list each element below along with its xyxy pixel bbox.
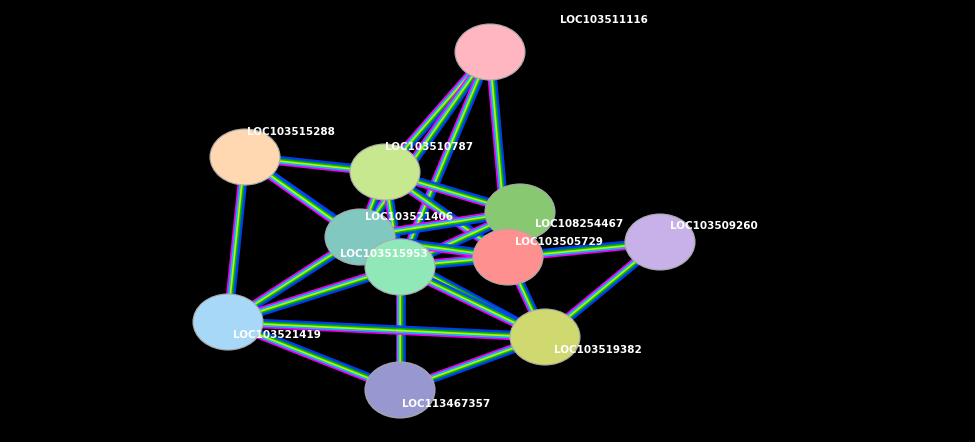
Ellipse shape [365,362,435,418]
Text: LOC103505729: LOC103505729 [515,237,603,247]
Ellipse shape [455,24,525,80]
Ellipse shape [350,144,420,200]
Ellipse shape [210,129,280,185]
Ellipse shape [193,294,263,350]
Text: LOC103515953: LOC103515953 [340,249,428,259]
Ellipse shape [473,229,543,285]
Text: LOC103515288: LOC103515288 [247,127,334,137]
Text: LOC103521406: LOC103521406 [365,212,453,222]
Ellipse shape [485,184,555,240]
Text: LOC103509260: LOC103509260 [670,221,758,231]
Ellipse shape [510,309,580,365]
Ellipse shape [325,209,395,265]
Ellipse shape [365,239,435,295]
Ellipse shape [625,214,695,270]
Text: LOC113467357: LOC113467357 [402,399,490,409]
Text: LOC103510787: LOC103510787 [385,142,473,152]
Text: LOC108254467: LOC108254467 [535,219,623,229]
Text: LOC103511116: LOC103511116 [560,15,647,25]
Text: LOC103521419: LOC103521419 [233,330,321,340]
Text: LOC103519382: LOC103519382 [554,345,642,355]
